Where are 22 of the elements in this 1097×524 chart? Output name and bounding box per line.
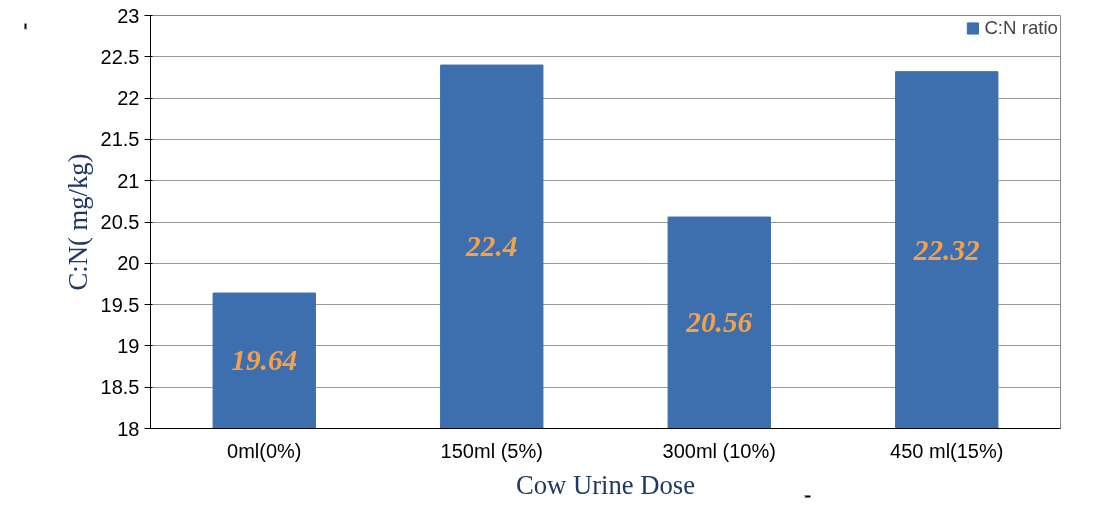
x-tick-label: 300ml (10%) <box>662 439 776 462</box>
data-label: 20.56 <box>685 306 753 339</box>
y-tick-label: 21.5 <box>100 128 140 151</box>
y-tick-label: 18 <box>117 417 140 440</box>
y-tick-label: 22.5 <box>100 45 140 68</box>
y-tick-label: 21 <box>117 169 140 192</box>
y-tick-label: 19 <box>117 334 140 357</box>
y-axis-title: C:N( mg/kg) <box>62 153 93 291</box>
data-label: 22.4 <box>465 230 518 263</box>
data-label: 19.64 <box>231 344 298 377</box>
legend-label: C:N ratio <box>984 17 1058 39</box>
x-tick-label: 0ml(0%) <box>227 439 302 462</box>
x-tick-label: 450 ml(15%) <box>890 439 1004 462</box>
y-tick-label: 18.5 <box>100 376 140 399</box>
y-tick-label: 22 <box>117 87 140 110</box>
y-tick-label: 20.5 <box>100 211 140 233</box>
x-axis-title: Cow Urine Dose <box>515 469 696 500</box>
y-tick-label: 19.5 <box>100 293 140 316</box>
y-tick-label: 23 <box>117 4 140 27</box>
y-tick-label: 20 <box>117 252 140 275</box>
data-label: 22.32 <box>912 233 980 266</box>
x-tick-label: 150ml (5%) <box>440 439 543 462</box>
